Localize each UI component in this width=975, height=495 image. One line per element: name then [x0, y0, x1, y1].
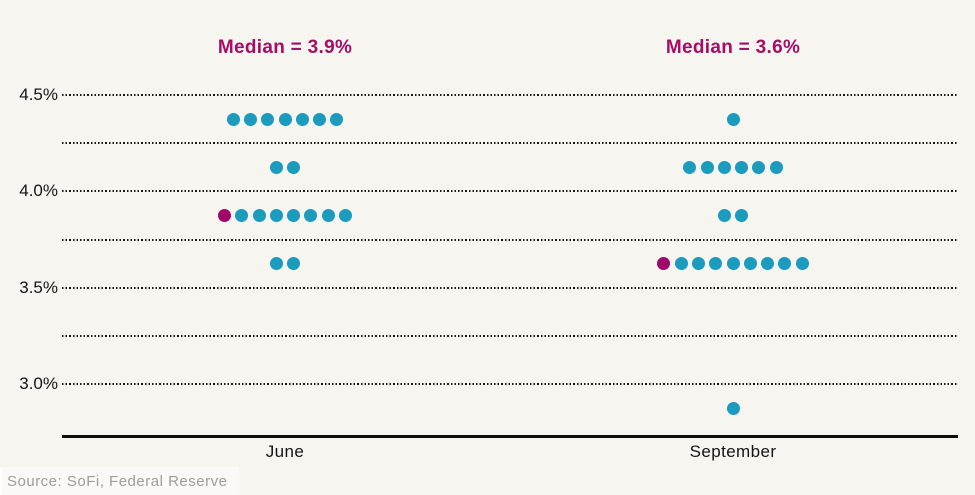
dot-september-3.625 [778, 257, 792, 271]
dot-september-4.125 [700, 160, 714, 174]
dot-june-4.375 [226, 112, 240, 126]
dot-september-4.375 [726, 112, 740, 126]
dot-june-3.875 [235, 209, 249, 222]
dot-june-3.875 [287, 209, 301, 222]
gridline-4.25 [62, 142, 958, 145]
y-tick-label-4.5%: 4.5% [19, 85, 58, 104]
dot-june-4.375 [243, 112, 257, 126]
median-dot-september-3.625 [657, 257, 671, 271]
dot-june-4.125 [287, 160, 301, 174]
dot-september-3.875 [717, 209, 731, 222]
dot-september-4.125 [752, 160, 766, 174]
dot-september-4.125 [717, 160, 731, 174]
y-tick-label-3.5%: 3.5% [19, 277, 58, 297]
gridline-4.5 [62, 94, 958, 96]
dot-september-3.625 [743, 257, 757, 271]
dot-september-3.625 [709, 257, 723, 271]
y-tick-label-4.0%: 4.0% [19, 181, 58, 201]
dot-september-3.625 [795, 257, 809, 271]
dot-june-3.875 [252, 209, 266, 222]
dot-june-3.875 [269, 209, 283, 222]
dot-june-4.375 [330, 112, 344, 126]
dot-june-3.875 [321, 209, 335, 222]
dot-september-4.125 [735, 160, 749, 174]
gridline-4 [62, 190, 958, 193]
median-title-june: Median = 3.9% [217, 37, 353, 58]
dot-september-3.625 [761, 257, 775, 271]
dot-june-4.375 [313, 112, 327, 126]
source-caption: Source: SoFi, Federal Reserve [7, 473, 228, 490]
dot-september-2.875 [726, 401, 740, 415]
source-background-strip [0, 467, 239, 495]
dot-june-4.375 [261, 112, 275, 126]
dot-june-4.125 [269, 160, 283, 174]
dot-june-3.625 [269, 257, 283, 271]
dot-june-4.375 [295, 112, 309, 126]
x-axis-label-june: June [265, 442, 305, 461]
dot-june-3.625 [287, 257, 301, 271]
x-axis-label-september: September [689, 442, 777, 461]
dot-june-3.875 [339, 209, 353, 222]
dot-september-4.125 [769, 160, 783, 174]
median-title-september: Median = 3.6% [665, 37, 801, 58]
gridline-3.75 [62, 238, 958, 241]
dot-september-3.625 [691, 257, 705, 271]
gridline-3.25 [62, 335, 958, 337]
dot-september-3.875 [735, 209, 749, 222]
dot-september-4.125 [683, 160, 697, 174]
x-axis-line [62, 435, 958, 438]
dot-june-3.875 [304, 209, 318, 222]
gridline-3 [62, 383, 958, 386]
dot-june-4.375 [278, 112, 292, 126]
gridline-3.5 [62, 286, 958, 289]
dot-september-3.625 [674, 257, 688, 271]
median-dot-june-3.875 [217, 209, 231, 222]
dot-september-3.625 [726, 257, 740, 271]
y-tick-label-3.0%: 3.0% [19, 374, 58, 394]
